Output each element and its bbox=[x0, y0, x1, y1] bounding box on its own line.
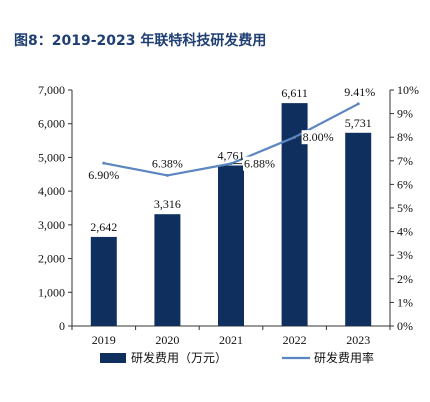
y-left-tick-label: 0 bbox=[59, 319, 65, 333]
rate-value-label: 6.88% bbox=[244, 157, 275, 171]
y-left-tick-label: 1,000 bbox=[38, 285, 65, 299]
rate-value-label: 6.38% bbox=[152, 156, 183, 170]
rate-point bbox=[165, 173, 169, 177]
x-tick-label: 2021 bbox=[219, 333, 243, 347]
bar bbox=[345, 132, 372, 326]
y-right-tick-label: 8% bbox=[397, 130, 413, 144]
bar-value-label: 5,731 bbox=[345, 116, 372, 130]
bars bbox=[90, 103, 372, 326]
rate-label-bg bbox=[301, 130, 335, 145]
y-left-tick-label: 3,000 bbox=[38, 218, 65, 232]
rate-point bbox=[102, 161, 106, 165]
y-left-tick-label: 6,000 bbox=[38, 117, 65, 131]
y-right-tick-label: 1% bbox=[397, 295, 413, 309]
bar-value-label: 2,642 bbox=[90, 220, 117, 234]
chart-title: 图8：2019-2023 年联特科技研发费用 bbox=[14, 33, 267, 49]
bar bbox=[218, 165, 244, 326]
y-left-tick-label: 2,000 bbox=[38, 252, 65, 266]
x-tick-label: 2022 bbox=[283, 333, 307, 347]
y-right-tick-label: 3% bbox=[397, 248, 413, 262]
legend: 研发费用（万元） 研发费用率 bbox=[100, 350, 374, 365]
bar-value-label: 3,316 bbox=[154, 197, 181, 211]
bar bbox=[90, 236, 117, 326]
rate-value-label: 6.90% bbox=[88, 168, 119, 182]
bar-value-label: 4,761 bbox=[218, 148, 245, 162]
y-left-tick-label: 7,000 bbox=[38, 83, 65, 97]
y-left-tick-label: 5,000 bbox=[38, 150, 65, 164]
axes: 0 1,000 2,000 3,000 4,000 5,000 6,000 7,000 0% 1%… bbox=[38, 83, 419, 347]
y-right-tick-label: 4% bbox=[397, 225, 413, 239]
x-tick-label: 2019 bbox=[92, 333, 116, 347]
legend-swatch-bar bbox=[100, 353, 126, 363]
rate-value-label: 9.41% bbox=[344, 85, 375, 99]
rate-value-label: 8.00% bbox=[303, 130, 334, 144]
x-tick-label: 2020 bbox=[155, 333, 179, 347]
rate-label-bg bbox=[243, 156, 276, 171]
y-right-tick-label: 2% bbox=[397, 272, 413, 286]
data-labels: 2,642 3,316 4,761 6,611 5,731 6.90% 6.38% 6.88%… bbox=[88, 85, 375, 234]
legend-label-bar: 研发费用（万元） bbox=[131, 350, 227, 365]
y-right-tick-label: 6% bbox=[397, 177, 413, 191]
y-right-tick-label: 7% bbox=[397, 154, 413, 168]
y-right-tick-label: 0% bbox=[397, 319, 413, 333]
bar-value-label: 6,611 bbox=[281, 86, 308, 100]
bar bbox=[154, 214, 181, 326]
y-right-tick-label: 10% bbox=[397, 83, 419, 97]
rate-point bbox=[229, 162, 233, 166]
rate-point bbox=[293, 135, 297, 139]
line-series bbox=[102, 102, 360, 177]
y-left-tick-label: 4,000 bbox=[38, 184, 65, 198]
y-right-tick-label: 9% bbox=[397, 107, 413, 121]
legend-label-line: 研发费用率 bbox=[314, 350, 374, 365]
rate-point bbox=[356, 102, 360, 106]
x-tick-label: 2023 bbox=[346, 333, 370, 347]
y-right-tick-label: 5% bbox=[397, 201, 413, 215]
